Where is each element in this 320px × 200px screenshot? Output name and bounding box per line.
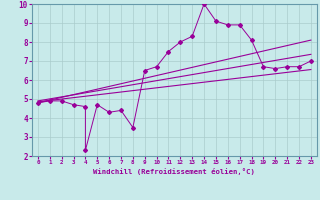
X-axis label: Windchill (Refroidissement éolien,°C): Windchill (Refroidissement éolien,°C) xyxy=(93,168,255,175)
